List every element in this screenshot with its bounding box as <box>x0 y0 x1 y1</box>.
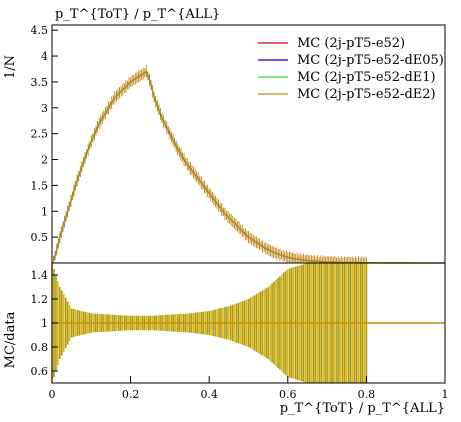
x-tick-label-0: 0 <box>49 388 56 401</box>
legend: MC (2j-pT5-e52) MC (2j-pT5-e52-dE05) MC (2… <box>258 36 444 102</box>
main-y-tick-label-8: 4.5 <box>31 24 49 37</box>
main-y-tick-label-1: 1 <box>41 205 48 218</box>
x-tick-label-5: 1 <box>442 388 449 401</box>
main-y-ticks: 0.5 1 1.5 2 2.5 3 3.5 4 4.5 <box>31 24 58 244</box>
main-y-tick-label-7: 4 <box>41 50 48 63</box>
main-series-line <box>53 70 445 264</box>
legend-label-2: MC (2j-pT5-e52-dE1) <box>297 70 436 85</box>
x-tick-label-4: 0.8 <box>358 388 376 401</box>
ratio-panel: MC/data 0.6 0.8 1 1.2 1.4 0 0.2 0.4 0.6 0.8 1 p_T… <box>3 262 449 416</box>
legend-label-3: MC (2j-pT5-e52-dE2) <box>297 87 436 102</box>
main-y-tick-label-5: 3 <box>41 102 48 115</box>
main-y-tick-label-3: 2 <box>41 154 48 167</box>
ratio-frame <box>51 262 446 384</box>
ratio-y-tick-label-3: 1.2 <box>31 293 49 306</box>
x-axis-ticks: 0 0.2 0.4 0.6 0.8 1 <box>49 376 449 401</box>
main-y-tick-label-4: 2.5 <box>31 128 49 141</box>
ratio-y-tick-label-4: 1.4 <box>31 269 49 282</box>
x-tick-label-2: 0.4 <box>200 388 218 401</box>
main-y-tick-label-6: 3.5 <box>31 76 49 89</box>
legend-label-0: MC (2j-pT5-e52) <box>297 36 405 51</box>
ratio-y-tick-label-2: 1 <box>41 317 48 330</box>
main-series-group <box>51 65 445 265</box>
legend-label-1: MC (2j-pT5-e52-dE05) <box>297 53 444 68</box>
top-axis-label: p_T^{ToT} / p_T^{ALL} <box>55 7 220 22</box>
main-y-tick-label-2: 1.5 <box>31 179 49 192</box>
ratio-band-group <box>51 263 445 383</box>
main-y-axis-label: 1/N <box>3 55 18 79</box>
x-axis-label: p_T^{ToT} / p_T^{ALL} <box>280 401 445 416</box>
ratio-y-tick-label-0: 0.6 <box>31 365 49 378</box>
ratio-y-axis-label: MC/data <box>3 311 18 368</box>
main-y-tick-label-0: 0.5 <box>31 231 49 244</box>
ratio-y-tick-label-1: 0.8 <box>31 341 49 354</box>
x-tick-label-1: 0.2 <box>122 388 140 401</box>
x-tick-label-3: 0.6 <box>279 388 297 401</box>
ratio-y-ticks: 0.6 0.8 1 1.2 1.4 <box>31 269 58 378</box>
main-panel: p_T^{ToT} / p_T^{ALL} 1/N 0.5 1 1.5 2 2.5 3 3.… <box>3 7 446 265</box>
